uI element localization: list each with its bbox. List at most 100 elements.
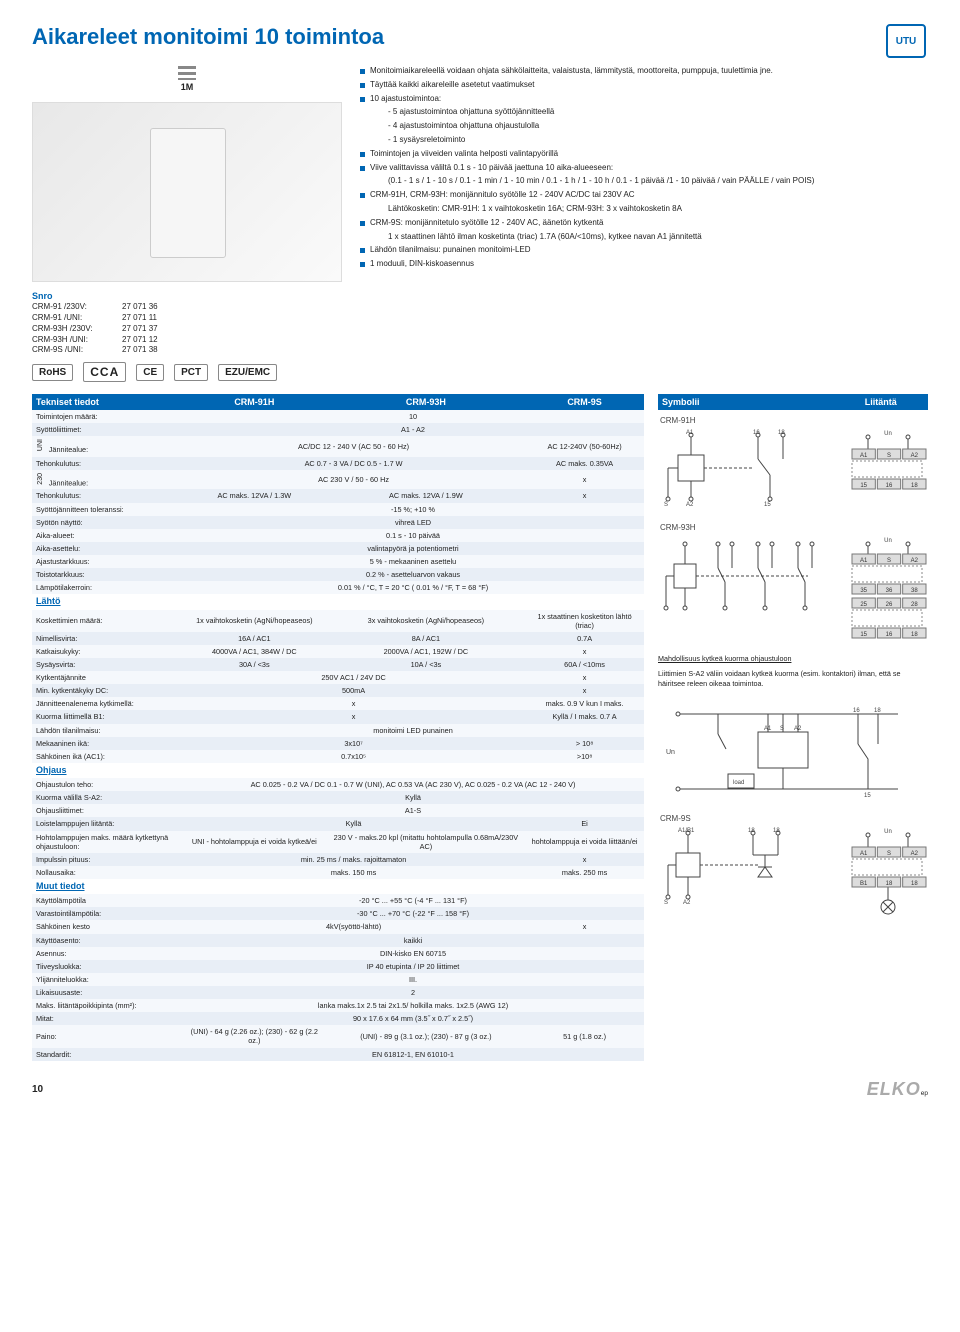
svg-text:15: 15 <box>864 793 871 799</box>
brand-badge: UTU <box>886 24 926 58</box>
svg-text:load: load <box>733 780 744 786</box>
spec-row: Standardit:EN 61812-1, EN 61010-1 <box>32 1048 644 1061</box>
svg-text:18: 18 <box>778 430 785 436</box>
svg-text:25: 25 <box>860 602 867 608</box>
spec-row: Toimintojen määrä:10 <box>32 410 644 423</box>
spec-row: Aika-alueet:0.1 s - 10 päivää <box>32 529 644 542</box>
feature-item: CRM-9S: monijännitetulo syötölle 12 - 24… <box>360 218 928 229</box>
svg-text:18: 18 <box>748 828 755 834</box>
svg-text:S: S <box>780 726 784 732</box>
page-number: 10 <box>32 1084 43 1095</box>
spec-row: Tehonkulutus:AC maks. 12VA / 1.3WAC maks… <box>32 489 644 502</box>
col-crm93h: CRM-93H <box>327 394 526 410</box>
certification-row: RoHSCCACEPCTEZU/EMC <box>32 362 342 382</box>
svg-text:A1: A1 <box>860 558 868 564</box>
wiring-circuit: Un A1 S A2 load 15 16 18 <box>658 694 918 804</box>
svg-text:15: 15 <box>860 632 867 638</box>
spec-row: Syöttöliittimet:A1 - A2 <box>32 423 644 436</box>
spec-row: Hohtolamppujen maks. määrä kytkettynä oh… <box>32 831 644 853</box>
spec-table: Tekniset tiedot CRM-91H CRM-93H CRM-9S T… <box>32 394 644 1061</box>
svg-text:36: 36 <box>886 588 893 594</box>
svg-text:Un: Un <box>666 749 675 756</box>
feature-item: - 4 ajastustoimintoa ohjattuna ohjaustul… <box>360 121 928 132</box>
svg-text:15: 15 <box>764 502 771 507</box>
spec-row: Syötön näyttö:vihreä LED <box>32 516 644 529</box>
spec-row: Kytkentäjännite250V AC1 / 24V DCx <box>32 671 644 684</box>
snro-row: CRM-93H /230V:27 071 37 <box>32 324 342 335</box>
spec-row: Ylijänniteluokka:III. <box>32 973 644 986</box>
svg-text:35: 35 <box>860 588 867 594</box>
feature-list: Monitoimiaikareleellä voidaan ohjata säh… <box>360 66 928 270</box>
cert-badge: CCA <box>83 362 126 382</box>
symbolii-header: Symbolii <box>658 394 834 410</box>
svg-text:A2: A2 <box>911 453 919 459</box>
feature-item: 1 x staattinen lähtö ilman kosketinta (t… <box>360 232 928 243</box>
svg-text:38: 38 <box>911 588 918 594</box>
tekniset-header: Tekniset tiedot <box>32 394 182 410</box>
connection-diagram-9s: Un A1 S A2 B1 18 18 <box>848 825 928 925</box>
symbol-diagram-9s: A1/B1 18 18 S A2 <box>658 825 828 907</box>
group-muut: Muut tiedot <box>36 881 85 891</box>
spec-row: Käyttöasento:kaikki <box>32 934 644 947</box>
product-photo <box>32 102 342 282</box>
svg-text:18: 18 <box>886 881 893 887</box>
feature-item: CRM-91H, CRM-93H: monijännitulo syötölle… <box>360 190 928 201</box>
symbol-diagram-93h <box>658 534 828 622</box>
module-size-indicator: 1M <box>32 66 342 92</box>
spec-row: Ohjausliittimet:A1-S <box>32 804 644 817</box>
spec-row: Ajastustarkkuus:5 % - mekaaninen asettel… <box>32 555 644 568</box>
sym-label-91h: CRM-91H <box>660 416 928 425</box>
feature-item: Täyttää kaikki aikareleille asetetut vaa… <box>360 80 928 91</box>
svg-text:18: 18 <box>911 881 918 887</box>
feature-item: Lähtökosketin: CMR-91H: 1 x vaihtokosket… <box>360 204 928 215</box>
spec-row: 230 Jännitealue:AC 230 V / 50 - 60 Hzx <box>32 470 644 490</box>
spec-row: Mitat:90 x 17.6 x 64 mm (3.5˝ x 0.7˝ x 2… <box>32 1012 644 1025</box>
spec-row: Syöttöjännitteen toleranssi:-15 %; +10 % <box>32 503 644 516</box>
svg-text:S: S <box>887 453 891 459</box>
feature-item: Monitoimiaikareleellä voidaan ohjata säh… <box>360 66 928 77</box>
svg-text:A1: A1 <box>860 453 868 459</box>
spec-row: Lähdön tilanilmaisu:monitoimi LED punain… <box>32 724 644 737</box>
feature-item: Viive valittavissa väliltä 0.1 s - 10 pä… <box>360 163 928 174</box>
spec-row: Impulssin pituus:min. 25 ms / maks. rajo… <box>32 853 644 866</box>
spec-row: Kuorma liittimellä B1:xKyllä / I maks. 0… <box>32 710 644 723</box>
svg-text:15: 15 <box>860 483 867 489</box>
spec-row: Lämpötilakerroin:0.01 % / °C, T = 20 °C … <box>32 581 644 594</box>
svg-text:A1: A1 <box>764 726 772 732</box>
svg-text:16: 16 <box>886 632 893 638</box>
svg-text:A1: A1 <box>860 851 868 857</box>
svg-text:18: 18 <box>911 632 918 638</box>
connection-diagram-93h: Un A1SA2353638 252628151618 <box>848 534 928 644</box>
page-title: Aikareleet monitoimi 10 toimintoa <box>32 24 928 50</box>
svg-text:A2: A2 <box>911 851 919 857</box>
svg-text:Un: Un <box>884 829 892 835</box>
spec-row: Tiiveysluokka:IP 40 etupinta / IP 20 lii… <box>32 960 644 973</box>
spec-row: Likaisuusaste:2 <box>32 986 644 999</box>
svg-text:B1: B1 <box>860 881 868 887</box>
snro-row: CRM-9S /UNI:27 071 38 <box>32 345 342 356</box>
svg-text:A2: A2 <box>683 900 691 906</box>
spec-row: Mekaaninen ikä:3x10⁷> 10⁸ <box>32 737 644 750</box>
spec-row: Käyttölämpötila-20 °C ... +55 °C (-4 °F … <box>32 894 644 907</box>
spec-row: Sähköinen kesto4kV(syöttö-lähtö)x <box>32 920 644 933</box>
svg-text:S: S <box>887 851 891 857</box>
brand-footer-logo: ELKOep <box>867 1079 928 1100</box>
feature-item: Lähdön tilanilmaisu: punainen monitoimi-… <box>360 245 928 256</box>
feature-item: 10 ajastustoimintoa: <box>360 94 928 105</box>
svg-text:A2: A2 <box>794 726 802 732</box>
spec-row: Nollausaika:maks. 150 msmaks. 250 ms <box>32 866 644 879</box>
cert-badge: EZU/EMC <box>218 364 277 381</box>
liitanta-header: Liitäntä <box>834 394 929 410</box>
spec-row: Sähköinen ikä (AC1):0.7x10⁵>10⁸ <box>32 750 644 763</box>
feature-item: 1 moduuli, DIN-kiskoasennus <box>360 259 928 270</box>
spec-row: Aika-asettelu:valintapyörä ja potentiome… <box>32 542 644 555</box>
spec-row: Kuorma välillä S-A2:Kyllä <box>32 791 644 804</box>
svg-text:18: 18 <box>911 483 918 489</box>
spec-row: Maks. liitäntäpoikkipinta (mm²):lanka ma… <box>32 999 644 1012</box>
svg-text:A2: A2 <box>911 558 919 564</box>
svg-text:16: 16 <box>886 483 893 489</box>
svg-text:18: 18 <box>874 708 881 714</box>
svg-text:Un: Un <box>884 431 892 437</box>
svg-text:28: 28 <box>911 602 918 608</box>
spec-row: Koskettimien määrä:1x vaihtokosketin (Ag… <box>32 610 644 632</box>
